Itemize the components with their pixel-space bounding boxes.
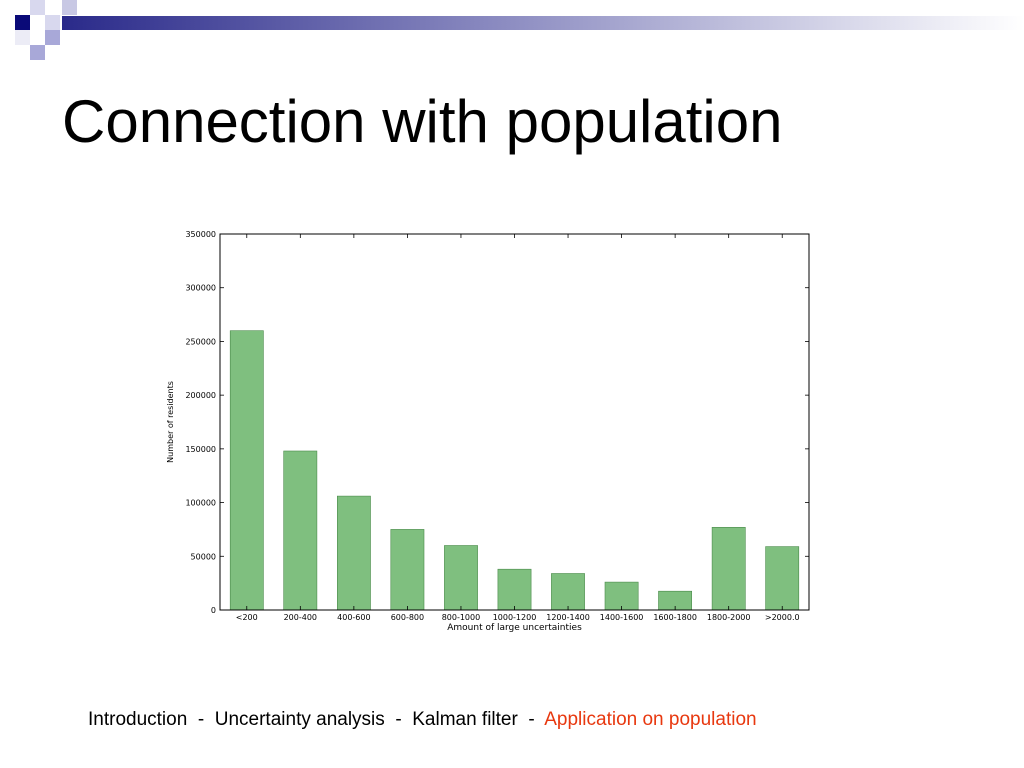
bar (711, 526, 746, 611)
footer-item: Uncertainty analysis (214, 709, 385, 730)
slide-title: Connection with population (62, 88, 783, 155)
x-axis-label: Amount of large uncertainties (447, 623, 582, 633)
y-tick-label: 350000 (185, 230, 216, 239)
bar-chart: 0 50000 100000 150000 200000 250000 300000 3500… (166, 230, 810, 633)
y-tick-label: 250000 (185, 337, 216, 346)
y-tick-label: 150000 (185, 445, 216, 454)
decor-square (15, 15, 30, 30)
bar (337, 495, 371, 611)
bar (444, 545, 478, 611)
bar (497, 568, 532, 611)
x-tick-label: 1600-1800 (653, 613, 697, 622)
y-tick-label: 0 (211, 606, 216, 615)
y-tick-label: 50000 (191, 552, 216, 561)
footer-separator: - (384, 709, 413, 730)
decor-square (62, 0, 77, 15)
decor-square (45, 15, 60, 30)
bars-layer (229, 330, 800, 611)
x-tick-label: 800-1000 (442, 613, 481, 622)
y-tick-label: 100000 (185, 499, 216, 508)
x-tick-label: 1000-1200 (493, 613, 537, 622)
x-tick-label: 400-600 (337, 613, 370, 622)
header-gradient-band (62, 16, 1024, 30)
bar (283, 450, 318, 611)
x-tick-label: 1800-2000 (707, 613, 751, 622)
footer-navigation: Introduction - Uncertainty analysis - Ka… (88, 709, 757, 731)
footer-separator: - (517, 709, 545, 730)
footer-item-active: Application on population (544, 709, 757, 730)
footer-item: Kalman filter (412, 709, 518, 730)
bar (765, 546, 800, 611)
x-tick-label: 1400-1600 (600, 613, 644, 622)
y-tick-label: 200000 (185, 391, 216, 400)
x-tick-label: >2000.0 (765, 613, 800, 622)
x-tick-label: 1200-1400 (546, 613, 590, 622)
y-tick-label: 300000 (185, 284, 216, 293)
y-axis-label: Number of residents (166, 381, 175, 463)
footer-item: Introduction (88, 709, 188, 730)
y-axis-ticks: 0 50000 100000 150000 200000 250000 300000 3500… (185, 230, 809, 615)
footer-separator: - (187, 709, 215, 730)
bar (229, 330, 264, 611)
decor-square (30, 45, 45, 60)
decor-square (15, 30, 30, 45)
bar (551, 573, 585, 611)
bar (604, 581, 639, 611)
x-tick-label: 200-400 (284, 613, 317, 622)
x-axis-ticks: <200 200-400 400-600 600-800 800-1000 1000-12… (236, 234, 800, 622)
x-tick-label: <200 (236, 613, 258, 622)
x-tick-label: 600-800 (391, 613, 424, 622)
decor-square (30, 0, 45, 15)
title-decoration (15, 0, 1024, 60)
bar (390, 529, 425, 611)
decor-square (45, 30, 60, 45)
